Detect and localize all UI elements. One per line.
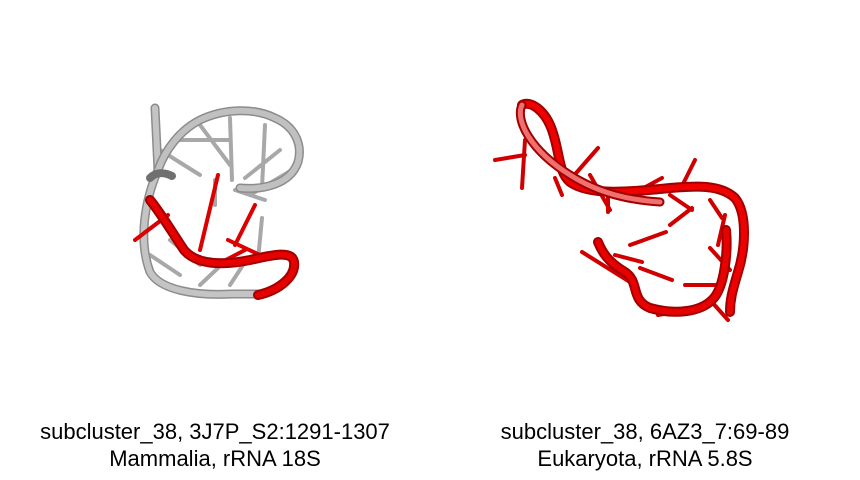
structure-caption-right: subcluster_38, 6AZ3_7:69-89 Eukaryota, r…: [430, 418, 860, 472]
caption-line-1: subcluster_38, 6AZ3_7:69-89: [500, 419, 790, 444]
right-panel: subcluster_38, 6AZ3_7:69-89 Eukaryota, r…: [430, 0, 860, 480]
caption-line-2: Eukaryota, rRNA 5.8S: [537, 446, 753, 471]
rna-structure-render-right: [493, 98, 749, 322]
structure-caption-left: subcluster_38, 3J7P_S2:1291-1307 Mammali…: [0, 418, 430, 472]
left-panel: subcluster_38, 3J7P_S2:1291-1307 Mammali…: [0, 103, 430, 472]
caption-line-1: subcluster_38, 3J7P_S2:1291-1307: [40, 419, 390, 444]
caption-line-2: Mammalia, rRNA 18S: [109, 446, 321, 471]
rna-structure-render-left: [133, 103, 304, 300]
